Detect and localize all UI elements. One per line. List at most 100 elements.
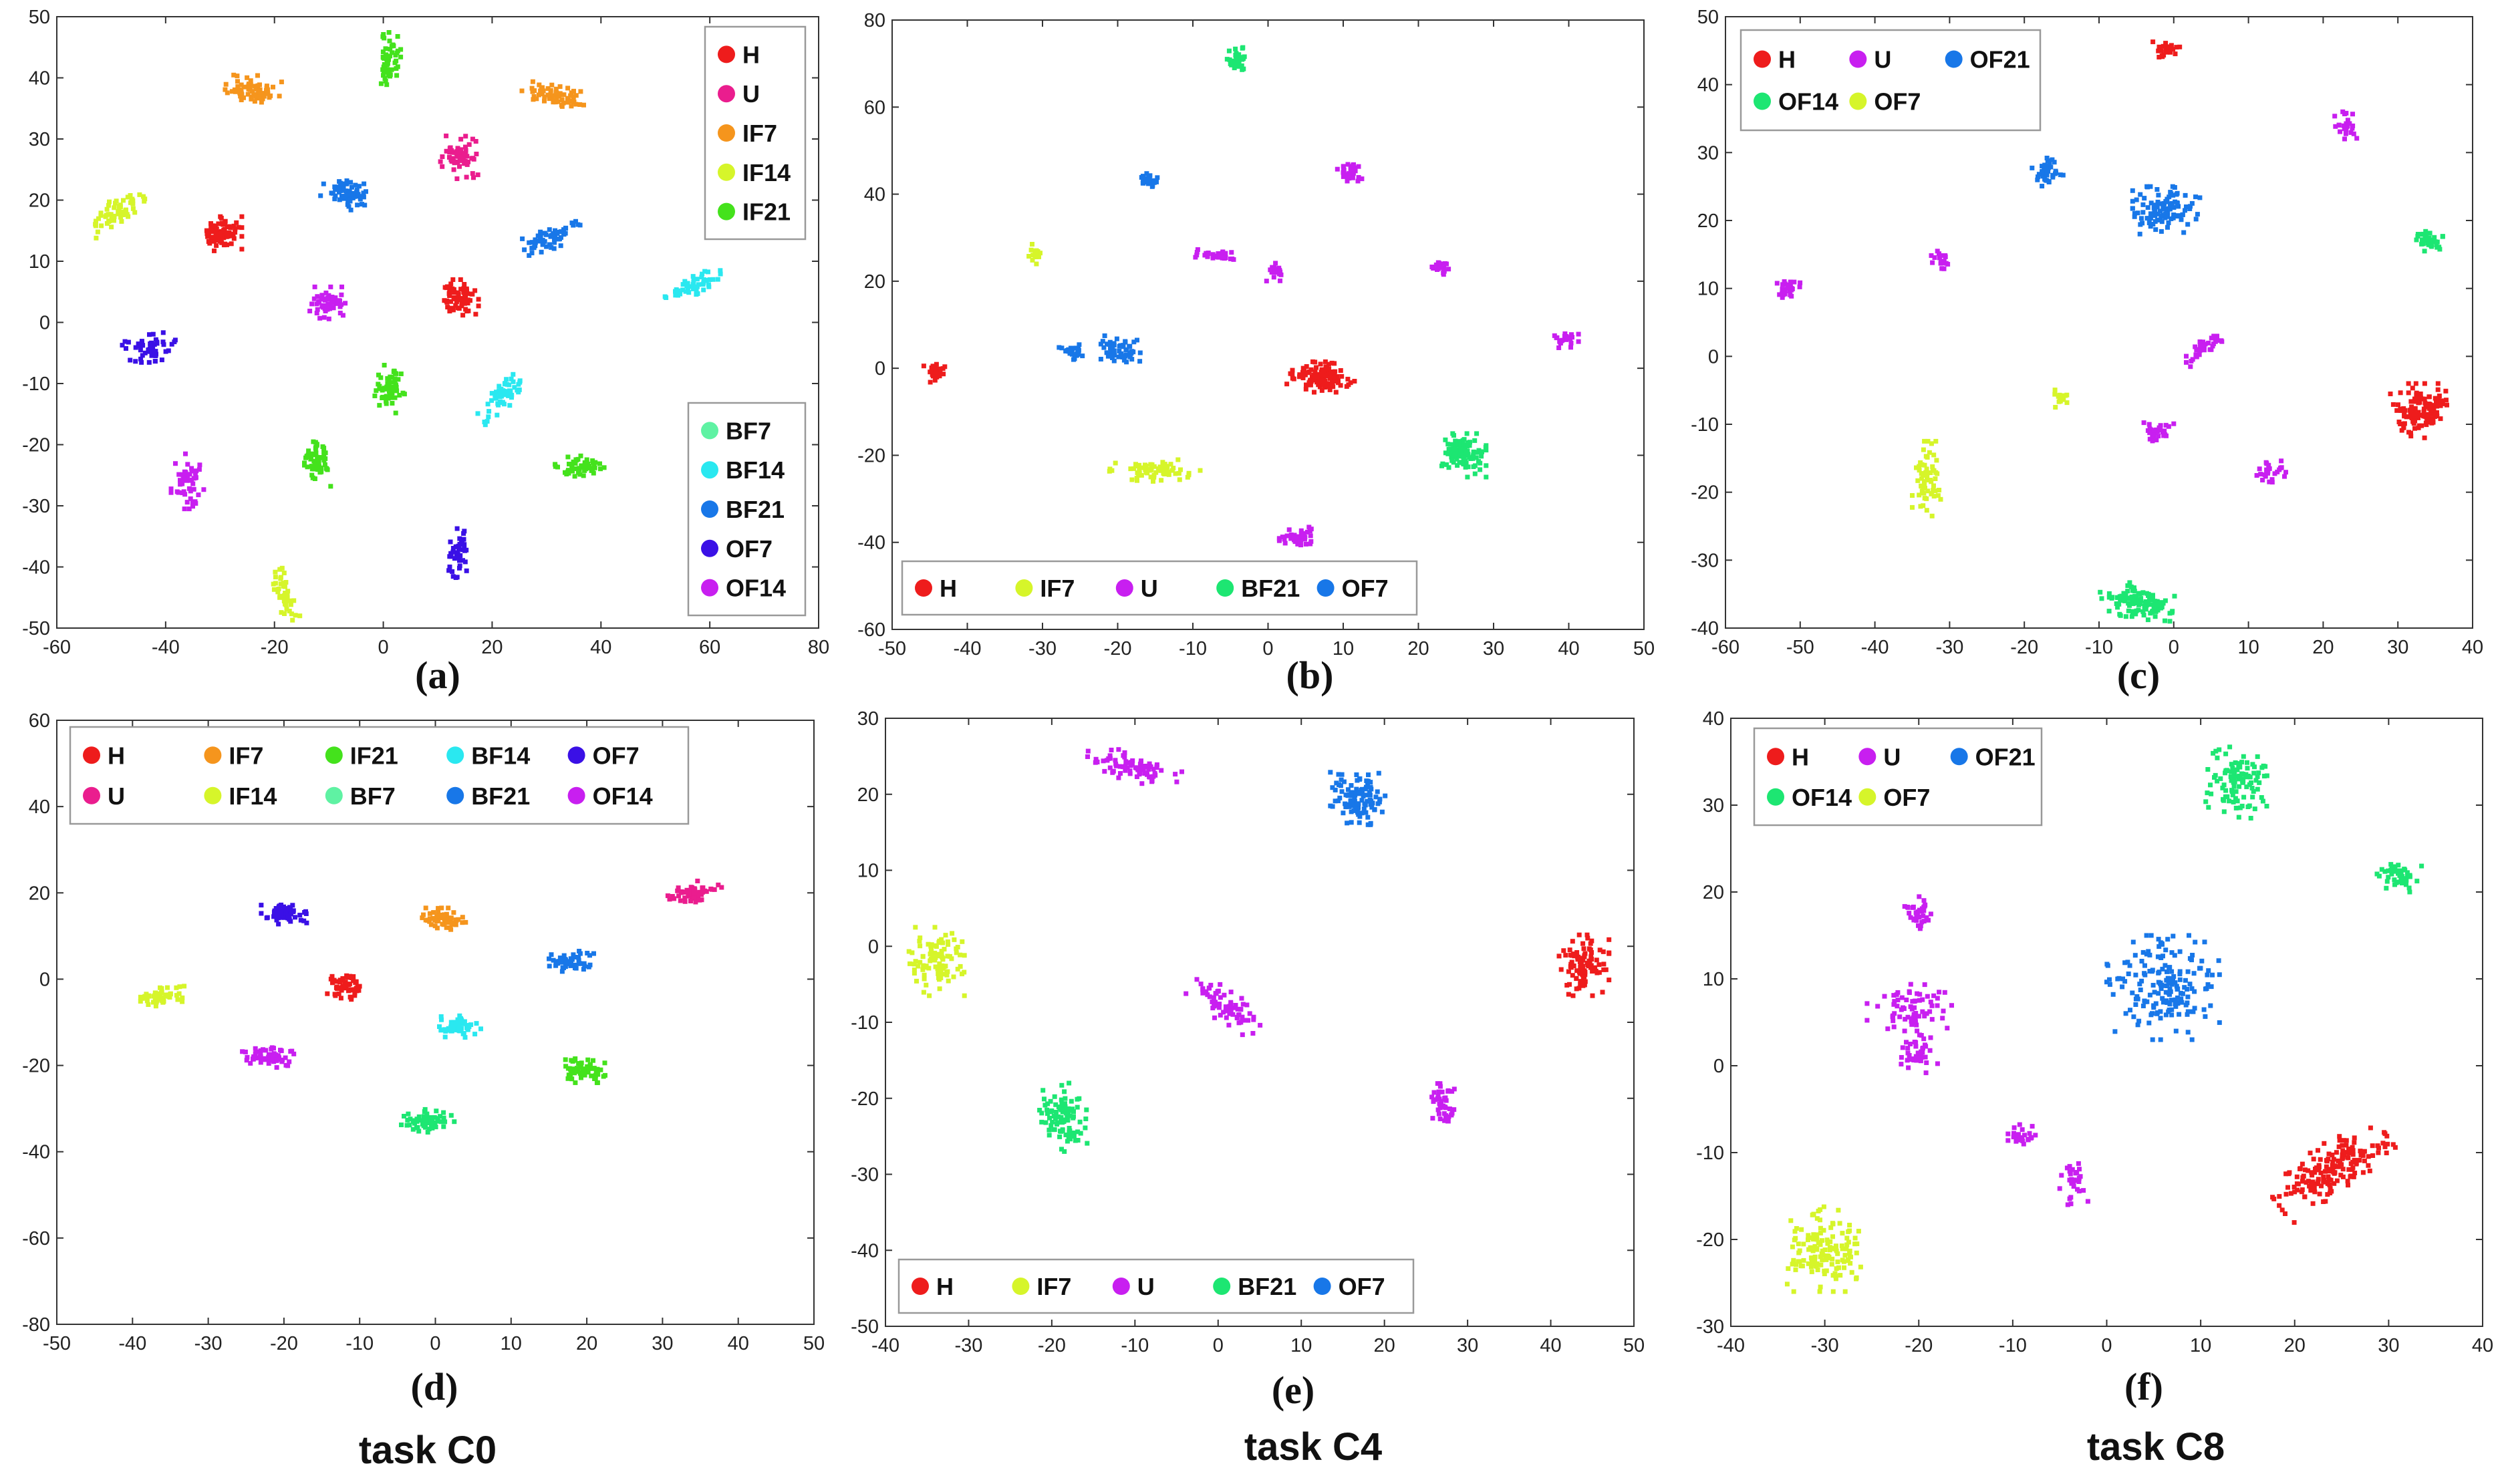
data-point-if7 xyxy=(246,86,251,91)
data-point-u xyxy=(1904,1040,1909,1045)
data-point-if21 xyxy=(581,1068,587,1074)
data-point-h xyxy=(1319,388,1325,393)
x-tick-label: 60 xyxy=(699,637,720,658)
data-point-of21 xyxy=(2185,1012,2190,1017)
data-point-of21 xyxy=(2172,953,2177,958)
data-point-of7 xyxy=(1372,807,1377,812)
data-point-of14 xyxy=(2106,591,2112,596)
data-point-u xyxy=(1441,1111,1447,1117)
data-point-h xyxy=(2330,1167,2335,1173)
x-tick-label: -20 xyxy=(1104,638,1132,659)
data-point-of14 xyxy=(2240,778,2245,784)
data-point-if14 xyxy=(107,218,112,224)
x-tick-label: 40 xyxy=(2462,637,2483,658)
data-point-h xyxy=(2423,404,2428,410)
data-point-h xyxy=(2370,1153,2376,1158)
data-point-if21 xyxy=(398,47,404,52)
data-point-if7 xyxy=(439,905,444,911)
data-point-u xyxy=(1117,764,1123,769)
data-point-of21 xyxy=(2191,971,2197,976)
data-point-of7 xyxy=(1933,476,1938,481)
y-tick-label: 40 xyxy=(1703,708,1724,730)
data-point-u xyxy=(1231,1005,1236,1010)
data-point-bf7 xyxy=(426,1127,432,1132)
data-point-h xyxy=(2352,1135,2357,1141)
data-point-bf21 xyxy=(538,233,543,239)
data-point-of7 xyxy=(152,359,158,364)
legend-label: OF21 xyxy=(1970,46,2030,73)
data-point-of14 xyxy=(2261,774,2267,778)
data-point-of7 xyxy=(2064,392,2070,398)
x-tick-label: 0 xyxy=(1262,638,1273,659)
data-point-if7 xyxy=(955,966,960,972)
data-point-if21 xyxy=(313,462,317,468)
data-point-of7 xyxy=(1351,808,1357,813)
data-point-bf21 xyxy=(543,232,549,237)
data-point-of14 xyxy=(2374,871,2380,877)
data-point-of21 xyxy=(2163,198,2169,204)
x-tick-label: 40 xyxy=(1558,638,1579,659)
data-point-of7 xyxy=(1111,358,1117,363)
data-point-h xyxy=(213,223,218,229)
data-point-h xyxy=(2409,404,2414,410)
data-point-if7 xyxy=(225,90,230,96)
data-point-h xyxy=(2344,1138,2349,1143)
data-point-bf7 xyxy=(410,1127,416,1132)
data-point-h xyxy=(2328,1186,2333,1191)
data-point-h xyxy=(921,363,926,369)
data-point-of21 xyxy=(2152,202,2157,208)
data-point-of7 xyxy=(1810,1212,1815,1217)
data-point-bf14 xyxy=(474,1021,479,1026)
data-point-bf14 xyxy=(495,412,500,418)
data-point-if14 xyxy=(93,222,98,227)
data-point-u xyxy=(1292,539,1298,545)
data-point-u xyxy=(1935,1061,1940,1066)
data-point-of14 xyxy=(2423,237,2428,242)
data-point-if7 xyxy=(255,73,260,78)
data-point-of7 xyxy=(1341,779,1347,784)
data-point-of21 xyxy=(2180,212,2185,217)
data-point-u xyxy=(1134,766,1139,771)
task-label-c4: task C4 xyxy=(1244,1425,1382,1469)
data-point-u xyxy=(1445,1119,1451,1124)
data-point-h xyxy=(1320,382,1326,387)
data-point-of7 xyxy=(2056,399,2062,404)
data-point-of21 xyxy=(2163,1012,2169,1018)
data-point-of21 xyxy=(2173,1002,2178,1006)
data-point-u xyxy=(1200,990,1206,996)
data-point-of21 xyxy=(2154,1011,2160,1016)
data-point-of7 xyxy=(1098,357,1103,361)
data-point-of21 xyxy=(2107,977,2112,982)
data-point-u xyxy=(1910,999,1915,1004)
data-point-h xyxy=(2445,402,2449,408)
data-point-of21 xyxy=(2163,990,2169,995)
data-point-of7 xyxy=(2057,392,2062,398)
data-point-u xyxy=(1922,1014,1927,1019)
data-point-of7 xyxy=(1057,345,1062,350)
data-point-if21 xyxy=(386,30,392,35)
data-point-bf7 xyxy=(386,382,392,388)
data-point-of7 xyxy=(1919,476,1925,481)
data-point-h xyxy=(1319,371,1325,376)
data-point-u xyxy=(1920,1054,1925,1060)
data-point-if7 xyxy=(922,972,927,978)
data-point-if14 xyxy=(282,611,287,616)
data-point-if14 xyxy=(278,581,283,587)
data-point-u xyxy=(1921,898,1927,903)
data-point-u xyxy=(1198,982,1204,987)
data-point-u xyxy=(1218,995,1223,1000)
data-point-bf14 xyxy=(680,282,686,287)
data-point-u xyxy=(1211,995,1216,1000)
data-point-of14 xyxy=(180,473,186,478)
data-point-of21 xyxy=(2148,1012,2154,1018)
data-point-u xyxy=(1436,261,1441,266)
data-point-of14 xyxy=(193,500,198,506)
data-point-of7 xyxy=(464,547,469,553)
data-point-if14 xyxy=(282,584,287,589)
data-point-u xyxy=(672,896,677,901)
data-point-u xyxy=(1195,247,1200,252)
x-tick-label: 50 xyxy=(1623,1335,1645,1356)
data-point-bf21 xyxy=(1466,453,1471,458)
data-point-of14 xyxy=(278,1048,283,1053)
data-point-u xyxy=(1895,998,1901,1003)
